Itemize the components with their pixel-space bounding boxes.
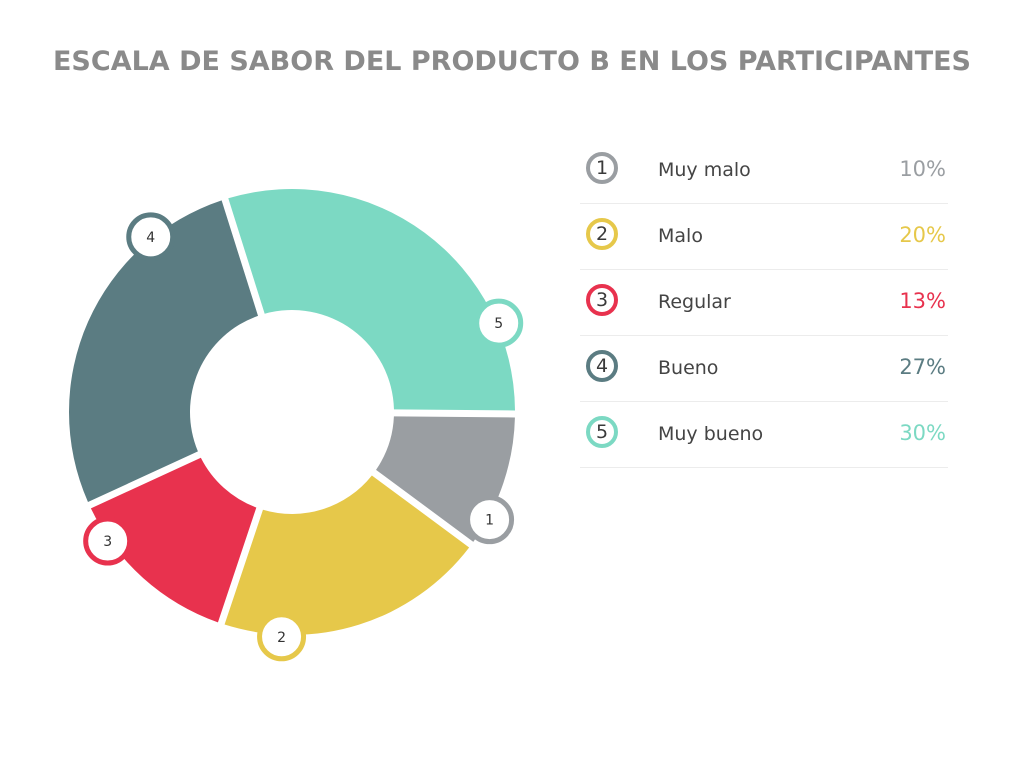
legend-row-2: 2 Malo 20% xyxy=(580,204,948,270)
legend-label-4: Bueno xyxy=(658,357,719,379)
donut-badge-label-5: 5 xyxy=(494,316,503,332)
donut-badge-circle-5 xyxy=(474,298,524,348)
donut-slice-3 xyxy=(90,457,257,623)
legend-label-3: Regular xyxy=(658,291,731,313)
legend: 1 Muy malo 10% 2 Malo 20% 3 Regular 13% … xyxy=(580,138,948,468)
donut-badge-label-1: 1 xyxy=(485,513,494,529)
donut-slice-5 xyxy=(228,189,515,411)
legend-badge-2: 2 xyxy=(586,218,618,250)
donut-slice-2 xyxy=(224,475,470,635)
legend-label-1: Muy malo xyxy=(658,159,751,181)
donut-slice-4 xyxy=(68,200,259,502)
donut-badge-4: 4 xyxy=(126,212,176,262)
legend-label-2: Malo xyxy=(658,225,703,247)
donut-badges: 1 2 3 4 5 xyxy=(83,212,524,662)
donut-badge-5: 5 xyxy=(474,298,524,348)
donut-badge-1: 1 xyxy=(465,495,515,545)
donut-badge-2: 2 xyxy=(257,612,307,662)
legend-badge-3: 3 xyxy=(586,284,618,316)
chart-title: ESCALA DE SABOR DEL PRODUCTO B EN LOS PA… xyxy=(52,46,971,77)
legend-value-1: 10% xyxy=(899,157,946,181)
legend-value-5: 30% xyxy=(899,421,946,445)
donut-badge-label-4: 4 xyxy=(146,230,155,246)
legend-badge-1: 1 xyxy=(586,152,618,184)
legend-value-3: 13% xyxy=(899,289,946,313)
legend-value-4: 27% xyxy=(899,355,946,379)
legend-row-5: 5 Muy bueno 30% xyxy=(580,402,948,468)
donut-badge-label-3: 3 xyxy=(103,534,112,550)
donut-badge-circle-1 xyxy=(465,495,515,545)
donut-slices xyxy=(68,189,515,635)
donut-badge-circle-4 xyxy=(126,212,176,262)
donut-badge-label-2: 2 xyxy=(277,630,286,646)
legend-row-4: 4 Bueno 27% xyxy=(580,336,948,402)
legend-badge-4: 4 xyxy=(586,350,618,382)
legend-value-2: 20% xyxy=(899,223,946,247)
legend-row-3: 3 Regular 13% xyxy=(580,270,948,336)
donut-badge-circle-2 xyxy=(257,612,307,662)
donut-badge-3: 3 xyxy=(83,516,133,566)
legend-label-5: Muy bueno xyxy=(658,423,764,445)
legend-row-1: 1 Muy malo 10% xyxy=(580,138,948,204)
donut-chart: 1 2 3 4 5 xyxy=(68,189,524,662)
donut-badge-circle-3 xyxy=(83,516,133,566)
legend-badge-5: 5 xyxy=(586,416,618,448)
